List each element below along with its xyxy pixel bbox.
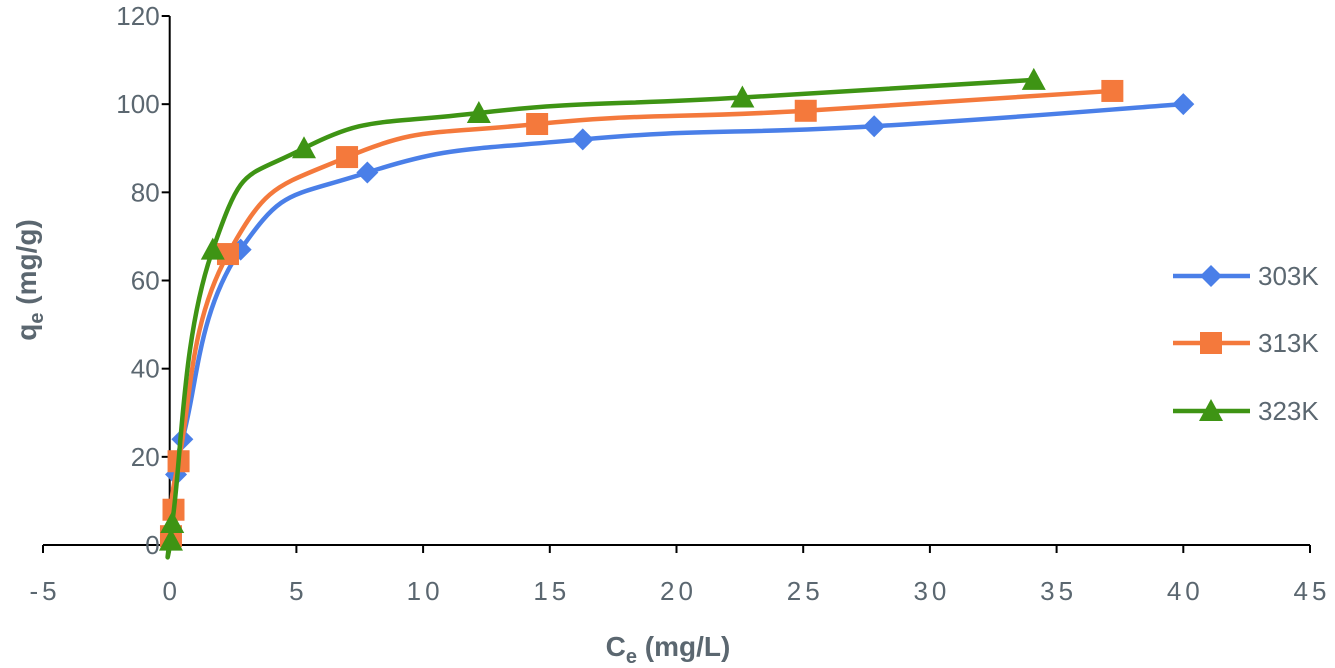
x-axis-title-sub: e xyxy=(626,646,637,668)
x-tick-label: 5 xyxy=(289,576,307,606)
y-tick-label: 0 xyxy=(145,530,159,560)
y-tick-label: 80 xyxy=(131,177,160,207)
legend-label: 323K xyxy=(1258,396,1319,426)
x-tick-label: 35 xyxy=(1040,576,1077,606)
x-tick-label: 30 xyxy=(913,576,950,606)
legend-label: 303K xyxy=(1258,261,1319,291)
series-layer xyxy=(158,67,1195,560)
y-axis-title: qe (mg/g) xyxy=(11,219,48,341)
axes-layer: 0 20 40 60 80 100 120 -5 0 5 10 15 20 25 30 35 40 45 xyxy=(29,1,1331,606)
data-point xyxy=(160,510,185,533)
x-tick-label: 20 xyxy=(660,576,697,606)
data-point xyxy=(292,136,317,159)
data-point xyxy=(1101,79,1124,102)
data-point xyxy=(730,85,755,108)
legend: 303K 313K 323K xyxy=(1173,261,1319,426)
legend-swatch-marker xyxy=(1200,332,1222,354)
x-axis-title-rest: (mg/L) xyxy=(637,631,730,662)
data-point xyxy=(1172,93,1195,116)
legend-entry-303K: 303K xyxy=(1173,261,1319,291)
legend-swatch-marker xyxy=(1199,399,1223,421)
x-tick-label: 40 xyxy=(1167,576,1204,606)
y-axis-title-rest: (mg/g) xyxy=(11,219,42,312)
legend-label: 313K xyxy=(1258,328,1319,358)
series-323K xyxy=(158,67,1046,560)
data-point xyxy=(356,161,379,184)
series-303K xyxy=(161,93,1195,543)
y-axis-title-main: q xyxy=(11,324,42,341)
x-tick-label: 25 xyxy=(787,576,824,606)
x-tick-label: 0 xyxy=(162,576,180,606)
x-tick-label: 45 xyxy=(1294,576,1331,606)
legend-entry-313K: 313K xyxy=(1173,328,1319,358)
data-point xyxy=(794,99,817,122)
x-axis-title-main: C xyxy=(606,631,626,662)
data-point xyxy=(466,100,491,123)
data-point xyxy=(336,146,359,169)
data-point xyxy=(1021,67,1046,90)
y-tick-label: 100 xyxy=(116,89,159,119)
y-tick-label: 40 xyxy=(131,354,160,384)
x-axis-title: Ce (mg/L) xyxy=(606,631,731,668)
y-tick-label: 120 xyxy=(116,1,159,31)
y-tick-label: 20 xyxy=(131,442,160,472)
data-point xyxy=(571,128,594,151)
series-line xyxy=(165,77,1034,560)
legend-entry-323K: 323K xyxy=(1173,396,1319,426)
x-tick-label: 10 xyxy=(407,576,444,606)
data-point xyxy=(158,528,183,551)
data-point xyxy=(200,237,225,260)
data-point xyxy=(863,115,886,138)
x-tick-label: -5 xyxy=(29,576,60,606)
y-axis-title-sub: e xyxy=(26,313,48,324)
x-tick-label: 15 xyxy=(533,576,570,606)
legend-swatch-marker xyxy=(1200,265,1222,287)
y-tick-label: 60 xyxy=(131,266,160,296)
data-point xyxy=(526,113,549,136)
